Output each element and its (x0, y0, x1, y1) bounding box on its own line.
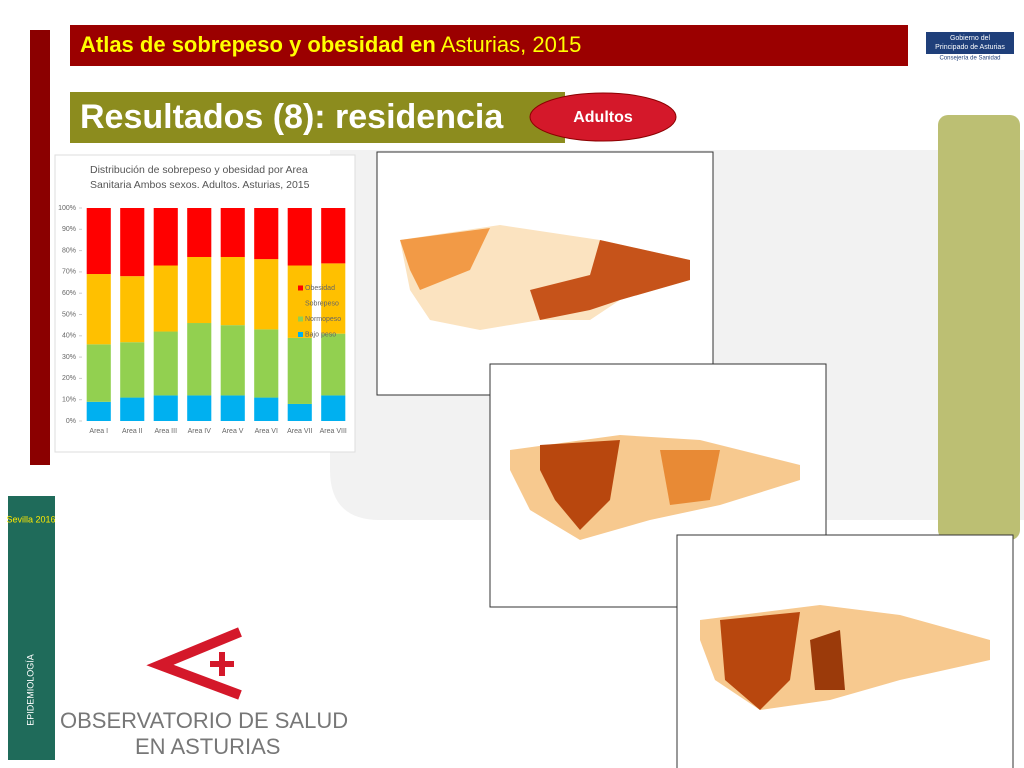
header-bar (70, 25, 908, 66)
legend-swatch (298, 332, 303, 337)
bar-segment (187, 208, 212, 257)
red-bar (30, 30, 50, 465)
side-bottom: EPIDEMIOLOGÍA (25, 654, 35, 726)
side-top: Sevilla 2016 (6, 514, 55, 524)
bar-segment (86, 274, 111, 345)
y-tick-label: 80% (62, 247, 76, 254)
bar-segment (86, 208, 111, 275)
chart-title: Distribución de sobrepeso y obesidad por… (90, 164, 310, 191)
bar-segment (321, 208, 346, 264)
bar-segment (254, 259, 279, 330)
bar-segment (220, 395, 245, 421)
legend-swatch (298, 316, 303, 322)
bar-segment (254, 329, 279, 398)
x-tick-label: Area V (222, 428, 244, 435)
badge (529, 92, 677, 142)
obs-line1: OBSERVATORIO DE SALUD (60, 708, 348, 733)
x-tick-label: Area II (122, 428, 143, 435)
bar-segment (187, 323, 212, 396)
gov-line2: Principado de Asturias (935, 44, 1005, 51)
bar-segment (287, 403, 312, 421)
bar-segment (120, 208, 145, 277)
badge-label: Adultos (573, 109, 633, 126)
y-tick-label: 60% (62, 290, 76, 297)
y-tick-label: 0% (66, 418, 76, 425)
olive-bar (938, 115, 1020, 540)
obs-line2: EN ASTURIAS (135, 734, 280, 759)
legend-swatch (298, 285, 303, 291)
x-tick-label: Area VI (255, 428, 278, 435)
legend-label: Obesidad (305, 285, 335, 292)
map-1 (376, 151, 714, 396)
section-title: Resultados (8): residencia (80, 98, 504, 136)
bar-segment (153, 265, 178, 332)
bar-segment (120, 342, 145, 398)
map-3 (676, 534, 1014, 768)
bar-segment (86, 344, 111, 402)
bar-segment (153, 395, 178, 421)
x-tick-label: Area VIII (320, 428, 347, 435)
bar-segment (120, 397, 145, 421)
bar-segment (153, 331, 178, 396)
chart: 0% 10% 20% 30% 40% 50% 60% 70% 80% 90% 100% Area I A… (58, 205, 347, 435)
y-tick-label: 10% (62, 397, 76, 404)
bar-segment (220, 208, 245, 257)
bar-segment (321, 333, 346, 396)
gov-line1: Gobierno del (950, 35, 991, 42)
bar-segment (220, 325, 245, 396)
side-poster (8, 496, 55, 760)
x-tick-label: Area I (89, 428, 108, 435)
y-tick-label: 50% (62, 311, 76, 318)
bar-segment (120, 276, 145, 343)
bar-segment (86, 401, 111, 421)
bar-segment (153, 208, 178, 266)
bar-segment (220, 256, 245, 326)
bar-segment (254, 208, 279, 260)
header-title: Atlas de sobrepeso y obesidad en Asturia… (80, 32, 581, 57)
y-tick-label: 20% (62, 375, 76, 382)
bar-segment (321, 263, 346, 334)
obs-logo-mark (146, 627, 242, 700)
x-tick-label: Area VII (287, 428, 312, 435)
y-tick-label: 100% (58, 205, 76, 212)
legend-label: Sobrepeso (305, 300, 339, 307)
bar-segment (321, 395, 346, 421)
bar-segment (187, 395, 212, 421)
gov-logo (926, 32, 1014, 54)
gov-line3: Consejería de Sanidad (939, 56, 1000, 62)
legend-label: Bajo peso (305, 331, 336, 338)
legend-label: Normopeso (305, 316, 341, 323)
y-tick-label: 30% (62, 354, 76, 361)
bar-segment (187, 256, 212, 324)
legend-swatch (298, 301, 303, 306)
bar-segment (254, 397, 279, 421)
bar-segment (287, 208, 312, 266)
y-tick-label: 70% (62, 269, 76, 276)
x-tick-label: Area III (154, 428, 177, 435)
section-bar (70, 92, 565, 143)
x-tick-label: Area IV (188, 428, 212, 435)
y-tick-label: 40% (62, 333, 76, 340)
bar-segment (287, 337, 312, 404)
y-tick-label: 90% (62, 226, 76, 233)
obs-logo-plus (210, 652, 234, 676)
